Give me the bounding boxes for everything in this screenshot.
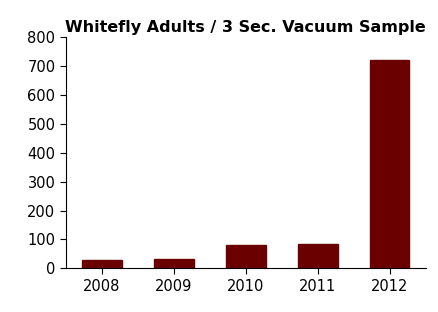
Bar: [297, 244, 337, 268]
Bar: [226, 245, 265, 268]
Bar: [369, 60, 409, 268]
Bar: [154, 259, 193, 268]
Title: Whitefly Adults / 3 Sec. Vacuum Sample: Whitefly Adults / 3 Sec. Vacuum Sample: [65, 20, 425, 35]
Bar: [82, 260, 121, 268]
